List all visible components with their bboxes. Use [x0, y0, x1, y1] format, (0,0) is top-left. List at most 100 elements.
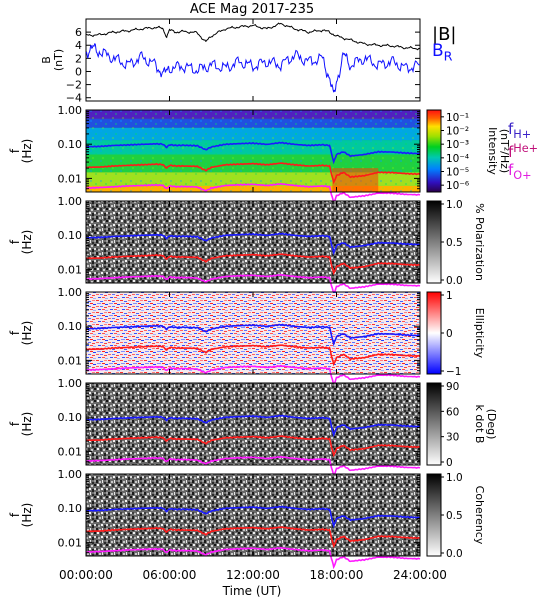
freq-y-axis-label-name: f: [8, 148, 22, 153]
colorbar-label: % Polarization: [473, 203, 486, 281]
b-field-y-axis-label-name: B: [40, 56, 53, 64]
colorbar-gradient: [426, 382, 442, 466]
gyro-line-f-he: [85, 435, 421, 458]
gyro-line-f-o: [85, 364, 421, 388]
colorbar-gradient: [426, 109, 442, 193]
colorbar-tick-label: 0: [446, 328, 453, 340]
freq-y-tick-label: 1.00: [58, 104, 83, 117]
freq-y-axis-label-unit: (Hz): [20, 503, 34, 528]
freq-y-axis-label-unit: (Hz): [20, 321, 34, 346]
x-tick-label: 18:00:00: [310, 568, 364, 582]
freq-y-tick-label: 1.00: [58, 377, 83, 390]
frequency-legend: fH+fHe+fO+: [508, 120, 538, 182]
freq-y-axis-label-name: f: [8, 421, 22, 426]
colorbar-tick-label: 0.5: [446, 510, 463, 522]
colorbar-kdotb: 90 60 30 0 k dot B (Deg): [426, 381, 498, 469]
freq-y-tick-label: 0.10: [58, 411, 83, 424]
spectrogram-panel-coherency: 1.00 0.10 0.01 f(Hz) 1.0 0.5 0.0 Coherency: [8, 468, 486, 570]
colorbar-tick-label: 30: [446, 432, 459, 444]
freq-y-tick-label: 0.10: [58, 502, 83, 515]
colorbar-tick-label: 10⁻⁴: [446, 153, 469, 165]
colorbar-label-name: Intensity: [486, 127, 499, 175]
colorbar-gradient: [426, 291, 442, 375]
colorbar-label-name: % Polarization: [473, 203, 486, 281]
gyro-line-f-h: [85, 141, 421, 165]
freq-y-axis-label: f(Hz): [8, 139, 34, 164]
colorbar-tick-label: 0: [446, 457, 453, 469]
gyro-line-f-h: [85, 414, 421, 438]
b-field-frame: [85, 18, 421, 102]
colorbar-label-unit: (nT²/Hz): [498, 129, 511, 173]
freq-y-axis-label-name: f: [8, 239, 22, 244]
colorbar-label: Coherency: [473, 486, 486, 545]
colorbar-polarization: 1.0 0.5 0.0 % Polarization: [426, 199, 486, 287]
colorbar-label-unit: (Deg): [485, 409, 498, 440]
colorbar-label: k dot B (Deg): [473, 405, 498, 444]
colorbar-intensity: 10⁻¹ 10⁻²10⁻³ 10⁻⁴ 10⁻⁵10⁻⁶ Intensity (nT²/Hz…: [426, 109, 511, 193]
gyro-line-f-o: [85, 546, 421, 570]
colorbar-tick-label: 90: [446, 381, 459, 393]
freq-y-axis-label: f(Hz): [8, 412, 34, 437]
x-axis-label: Time (UT): [222, 584, 282, 598]
b-field-y-tick-label: 2: [75, 52, 82, 65]
freq-y-axis-label: f(Hz): [8, 230, 34, 255]
colorbar-tick-label: 10⁻⁵: [446, 167, 469, 179]
gyro-line-f-o: [85, 273, 421, 297]
freq-y-tick-label: 0.01: [58, 354, 83, 367]
colorbar-tick-label: 0.5: [446, 237, 463, 249]
b-field-y-tick-label: −4: [66, 92, 82, 105]
intensity-hot-region: [332, 168, 379, 192]
colorbar-tick-label: 0.0: [446, 548, 463, 560]
colorbar-label-name: Coherency: [473, 486, 486, 545]
gyro-line-f-he: [85, 162, 421, 185]
series-line-b-total: [85, 22, 421, 51]
freq-y-tick-label: 1.00: [58, 195, 83, 208]
chart-title: ACE Mag 2017-235: [190, 2, 314, 17]
colorbar-tick-label: 1: [446, 290, 453, 302]
colorbar-label-name: k dot B: [473, 405, 486, 444]
freq-y-tick-label: 0.10: [58, 320, 83, 333]
b-field-y-tick-label: −2: [66, 79, 82, 92]
freq-y-axis-label-name: f: [8, 512, 22, 517]
freq-y-tick-label: 0.01: [58, 536, 83, 549]
series-line-b-r: [85, 43, 421, 93]
freq-y-axis-label: f(Hz): [8, 503, 34, 528]
freq-y-tick-label: 0.10: [58, 229, 83, 242]
freq-y-tick-label: 0.10: [58, 138, 83, 151]
colorbar-tick-label: 10⁻³: [446, 139, 469, 151]
freq-y-tick-label: 1.00: [58, 468, 83, 481]
colorbar-tick-label: 10⁻⁶: [446, 180, 469, 192]
freq-y-tick-label: 0.01: [58, 263, 83, 276]
colorbar-tick-label: 0.0: [446, 275, 463, 287]
spectrogram-background: [86, 292, 420, 374]
spectrogram-panel-intensity: 1.00 0.10 0.01 f(Hz) 10⁻¹ 10⁻²10⁻³ 10⁻⁴ 10⁻⁵10⁻…: [8, 104, 511, 206]
freq-y-axis-label-unit: (Hz): [20, 139, 34, 164]
spectrogram-panel-kdotb: 1.00 0.10 0.01 f(Hz) 90 60 30 0 k dot B (Deg): [8, 377, 498, 479]
colorbar-gradient: [426, 200, 442, 284]
gyro-line-f-h: [85, 505, 421, 529]
gyro-line-f-h: [85, 323, 421, 347]
x-tick-label: 24:00:00: [393, 568, 447, 582]
x-tick-label: 12:00:00: [226, 568, 280, 582]
gyro-line-f-he: [85, 253, 421, 276]
colorbar-label: Intensity (nT²/Hz): [486, 127, 511, 175]
colorbar-tick-label: 10⁻¹: [446, 112, 469, 124]
colorbar-ellipticity: 1 0 −1 Ellipticity: [426, 290, 486, 378]
colorbar-tick-label: 10⁻²: [446, 126, 469, 138]
colorbar-tick-label: 1.0: [446, 199, 463, 211]
freq-y-axis-label-unit: (Hz): [20, 230, 34, 255]
spectrogram-panel-ellipticity: 1.00 0.10 0.01 f(Hz) 1 0 −1 Ellipticity: [8, 286, 486, 388]
gyro-line-f-o: [85, 455, 421, 479]
b-field-y-axis-label: B (nT): [40, 49, 65, 71]
b-field-y-tick-label: 4: [75, 39, 82, 52]
freq-y-axis-label-name: f: [8, 330, 22, 335]
legend-f-o: fO+: [508, 161, 532, 182]
gyro-line-f-he: [85, 344, 421, 367]
b-field-y-tick-label: 0: [75, 65, 82, 78]
spectrogram-background: [86, 383, 420, 465]
freq-y-tick-label: 1.00: [58, 286, 83, 299]
freq-y-axis-label-unit: (Hz): [20, 412, 34, 437]
gyro-line-f-o: [85, 182, 421, 206]
